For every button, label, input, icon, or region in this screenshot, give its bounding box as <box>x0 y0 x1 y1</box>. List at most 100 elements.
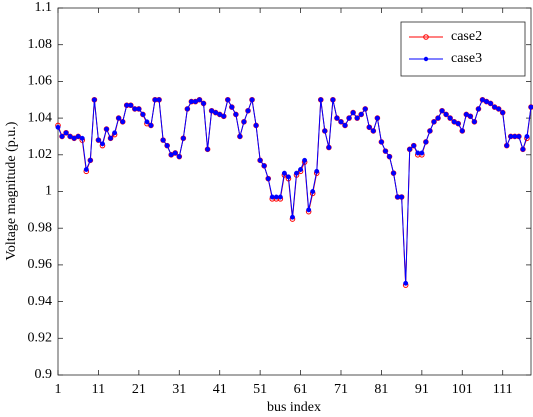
data-point <box>95 137 101 143</box>
data-point <box>156 97 162 103</box>
data-point <box>492 104 498 110</box>
data-point <box>439 108 445 114</box>
data-point <box>132 106 138 112</box>
data-point <box>520 146 526 152</box>
data-point <box>124 102 130 108</box>
data-point <box>330 97 336 103</box>
data-point <box>229 104 235 110</box>
x-tick-label: 11 <box>92 382 105 397</box>
legend: case2 case3 <box>400 21 526 77</box>
data-point <box>241 119 247 125</box>
data-point <box>346 115 352 121</box>
legend-box <box>400 21 526 77</box>
data-point <box>395 194 401 200</box>
data-point <box>79 135 85 141</box>
data-point <box>318 97 324 103</box>
data-point <box>415 150 421 156</box>
data-point <box>176 154 182 160</box>
data-point <box>488 100 494 106</box>
data-point <box>374 115 380 121</box>
data-point <box>516 134 522 139</box>
x-tick-label: 51 <box>253 382 267 397</box>
data-point <box>370 128 376 134</box>
x-tick-label: 91 <box>415 382 429 397</box>
x-tick-label: 61 <box>294 382 308 397</box>
data-point <box>419 150 425 156</box>
data-point <box>310 189 316 194</box>
data-point <box>205 146 211 152</box>
data-point <box>197 97 202 103</box>
y-tick-label: 1.02 <box>28 147 53 162</box>
data-point <box>136 106 142 112</box>
legend-marker <box>423 56 429 62</box>
data-point <box>326 145 332 150</box>
data-point <box>496 106 502 112</box>
data-point <box>116 115 122 121</box>
data-point <box>193 99 198 105</box>
y-tick-label: 0.98 <box>28 220 53 235</box>
data-point <box>112 130 118 136</box>
data-point <box>152 97 158 103</box>
data-point <box>213 110 219 116</box>
data-point <box>302 157 308 163</box>
data-point <box>443 111 449 117</box>
data-point <box>83 167 89 172</box>
data-point <box>484 99 489 105</box>
x-tick-label: 41 <box>213 382 227 397</box>
data-point <box>508 134 514 139</box>
data-point <box>463 111 469 117</box>
y-tick-label: 1.06 <box>28 74 53 89</box>
y-tick-label: 0.96 <box>28 257 53 272</box>
data-point <box>290 214 295 220</box>
data-point <box>269 194 275 200</box>
data-point <box>237 134 243 139</box>
data-point <box>298 167 304 172</box>
data-point <box>294 170 299 176</box>
data-point <box>480 97 485 103</box>
data-point <box>338 119 344 125</box>
data-point <box>63 130 69 136</box>
data-point <box>455 121 461 127</box>
data-point <box>407 146 413 152</box>
legend-label: case3 <box>451 51 482 66</box>
y-tick-label: 1.08 <box>28 37 53 52</box>
data-point <box>217 111 223 117</box>
data-point <box>168 152 174 158</box>
data-point <box>108 135 114 141</box>
data-point <box>253 122 259 128</box>
data-point <box>500 110 506 116</box>
data-point <box>399 194 405 200</box>
data-point <box>459 128 465 134</box>
data-point <box>209 108 215 114</box>
data-point <box>334 115 340 121</box>
x-tick-label: 31 <box>172 382 186 397</box>
data-point <box>120 119 126 125</box>
y-tick-label: 0.94 <box>28 294 53 309</box>
data-point <box>59 134 65 139</box>
data-point <box>180 135 186 141</box>
data-point <box>387 154 392 160</box>
data-point <box>148 122 154 128</box>
data-point <box>423 139 429 145</box>
data-point <box>201 100 206 106</box>
data-point <box>257 157 263 163</box>
data-point <box>435 115 441 121</box>
data-point <box>164 143 170 149</box>
data-point <box>383 148 388 154</box>
data-point <box>431 119 437 125</box>
data-point <box>71 135 77 141</box>
data-point <box>342 122 348 128</box>
data-point <box>172 150 178 156</box>
data-point <box>322 128 328 134</box>
data-point <box>128 102 134 108</box>
data-point <box>306 207 312 213</box>
data-point <box>354 115 360 121</box>
series-1 <box>55 97 533 286</box>
data-point <box>87 157 93 163</box>
data-point <box>451 119 457 125</box>
data-point <box>504 143 510 149</box>
data-point <box>512 134 518 139</box>
data-point <box>245 108 251 114</box>
x-tick-label: 1 <box>55 382 62 397</box>
